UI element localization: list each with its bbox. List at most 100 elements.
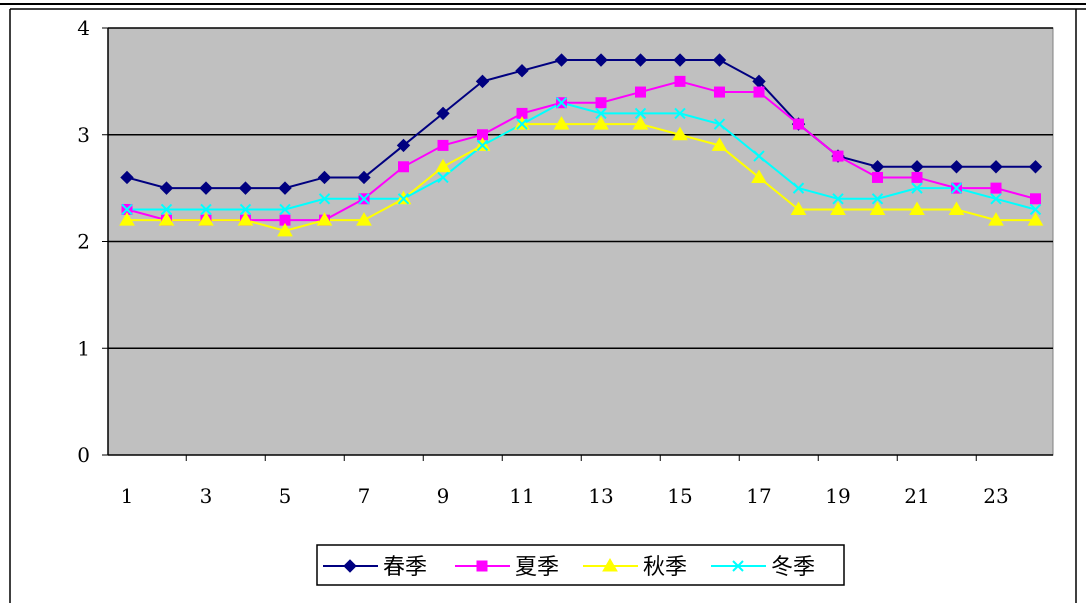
square-marker (437, 139, 449, 151)
x-tick-label: 21 (904, 484, 929, 508)
x-marker (792, 182, 805, 194)
x-marker (437, 171, 449, 184)
square-marker (832, 150, 844, 162)
x-marker (634, 107, 647, 120)
square-marker (793, 118, 804, 130)
diamond-marker (343, 559, 357, 573)
square-marker (990, 182, 1002, 194)
x-tick-label: 15 (667, 484, 692, 508)
x-marker-stroke (160, 203, 173, 216)
x-marker (358, 193, 370, 205)
diamond-marker (712, 53, 727, 67)
triangle-marker (830, 201, 846, 215)
legend-label: 秋季 (643, 555, 687, 580)
diamond-marker (515, 63, 529, 78)
series-line-4 (127, 101, 1036, 211)
x-marker-stroke (832, 193, 844, 205)
triangle-marker (790, 201, 807, 215)
square-marker (753, 86, 765, 98)
gridlines (108, 27, 1053, 349)
x-marker-stroke (871, 193, 884, 205)
y-tick-label: 1 (77, 336, 90, 360)
x-marker (911, 182, 923, 194)
triangle-marker (553, 116, 570, 130)
square-marker (674, 75, 686, 87)
axes (102, 27, 1053, 461)
x-marker (121, 203, 133, 216)
diamond-marker (594, 53, 608, 67)
triangle-marker (869, 201, 886, 215)
x-marker (871, 193, 884, 205)
series-markers-4 (121, 97, 1042, 216)
x-marker-stroke (318, 193, 331, 205)
x-tick-label: 17 (746, 484, 771, 508)
x-tick-label: 7 (358, 484, 371, 508)
square-marker (714, 86, 725, 98)
x-marker-stroke (397, 193, 410, 205)
x-tick-label: 23 (983, 484, 1008, 508)
x-marker (397, 193, 410, 205)
triangle-marker (119, 212, 135, 226)
x-marker (239, 203, 252, 216)
legend-entry-1: 春季 (323, 555, 427, 580)
x-marker (832, 193, 844, 205)
triangle-marker (1027, 212, 1044, 226)
series-markers-3 (119, 116, 1044, 237)
triangle-marker (593, 116, 609, 130)
legend-entry-2: 夏季 (455, 555, 559, 580)
legend-entry-3: 秋季 (583, 555, 687, 580)
diamond-marker (554, 53, 569, 67)
y-tick-label: 3 (77, 123, 90, 147)
square-marker (595, 97, 607, 109)
triangle-marker (198, 212, 214, 226)
triangle-marker (277, 222, 293, 237)
x-tick-label: 19 (825, 484, 850, 508)
x-marker (476, 139, 489, 152)
triangle-marker (158, 212, 175, 226)
legend-label: 春季 (383, 555, 427, 580)
x-marker-stroke (279, 203, 291, 216)
x-tick-label: 5 (279, 484, 292, 508)
x-marker (1029, 203, 1042, 216)
legend-entry-4: 冬季 (711, 555, 815, 580)
x-tick-label: 3 (200, 484, 213, 508)
x-marker-stroke (555, 97, 568, 109)
triangle-marker (356, 212, 372, 226)
triangle-marker (948, 201, 965, 215)
x-marker (200, 203, 212, 216)
square-marker (476, 560, 488, 572)
diamond-marker (633, 53, 648, 67)
x-tick-label: 9 (437, 484, 450, 508)
diamond-marker (475, 74, 490, 89)
x-marker (753, 150, 765, 162)
legend-label: 夏季 (515, 555, 559, 580)
x-marker-stroke (792, 182, 805, 194)
diamond-marker (436, 106, 450, 121)
legend: 春季 夏季 秋季 冬季 (316, 544, 845, 586)
x-marker-stroke (516, 118, 528, 130)
triangle-marker (237, 212, 254, 226)
triangle-marker (672, 126, 688, 141)
x-tick-label: 1 (121, 484, 134, 508)
x-marker-stroke (732, 560, 744, 572)
x-axis-tick-labels: 1 3 5 7 9 11 13 15 17 19 21 23 (121, 484, 1009, 508)
x-marker-stroke (595, 107, 607, 120)
x-marker-stroke (437, 171, 449, 184)
x-marker (595, 107, 607, 120)
y-tick-label: 0 (77, 443, 90, 467)
diamond-marker (159, 181, 174, 195)
diamond-marker (949, 160, 964, 174)
x-marker-stroke (634, 107, 647, 120)
triangle-marker (602, 558, 618, 572)
diamond-marker (1028, 160, 1043, 174)
x-marker-stroke (990, 193, 1002, 205)
triangle-marker (632, 116, 649, 130)
diamond-marker (238, 181, 253, 195)
x-marker-stroke (1029, 203, 1042, 216)
x-marker-stroke (713, 118, 726, 130)
x-marker (990, 193, 1002, 205)
x-tick-label: 13 (588, 484, 613, 508)
x-marker (516, 118, 528, 130)
square-marker (1030, 193, 1041, 205)
x-marker-stroke (911, 182, 923, 194)
